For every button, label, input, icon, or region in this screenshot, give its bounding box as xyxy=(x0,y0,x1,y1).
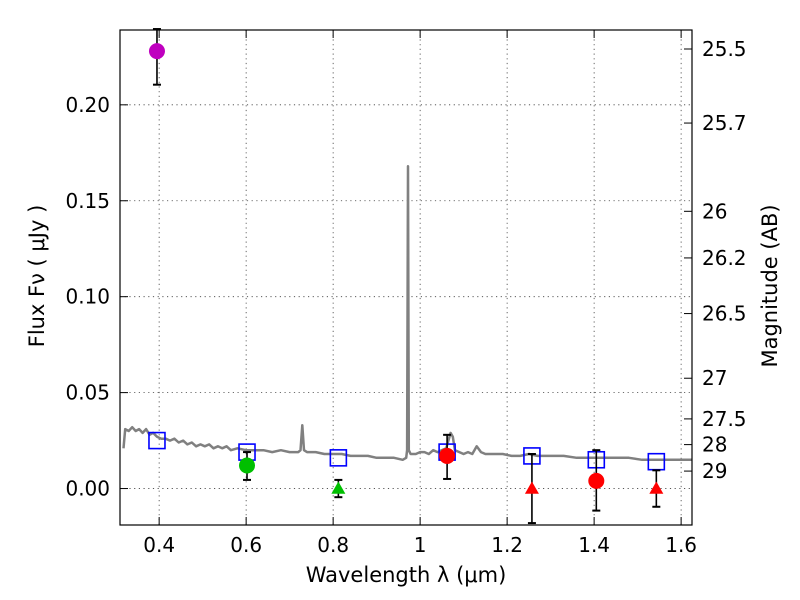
y-axis-label-left: Flux Fν ( μJy ) xyxy=(25,205,49,348)
mag-tick-label-5: 27 xyxy=(702,366,727,390)
detection-point-3 xyxy=(588,472,605,489)
mag-tick-label-8: 29 xyxy=(702,459,727,483)
y-tick-label-2: 0.10 xyxy=(65,285,110,309)
x-axis-label: Wavelength λ (μm) xyxy=(306,563,507,587)
y-tick-label-3: 0.15 xyxy=(65,189,110,213)
y-tick-label-0: 0.00 xyxy=(65,477,110,501)
mag-tick-label-3: 26.2 xyxy=(702,246,747,270)
y-tick-label-4: 0.20 xyxy=(65,93,110,117)
mag-tick-label-6: 27.5 xyxy=(702,407,747,431)
y-tick-label-1: 0.05 xyxy=(65,381,110,405)
mag-tick-label-1: 25.7 xyxy=(702,111,747,135)
model-spectrum xyxy=(122,164,692,462)
model-photometry-box-2 xyxy=(329,449,348,467)
y-axis-label-right: Magnitude (AB) xyxy=(758,204,782,367)
x-tick-label-0: 0.4 xyxy=(143,533,175,557)
upper-limit-triangle-0 xyxy=(331,481,346,494)
model-photometry-box-6 xyxy=(647,452,666,471)
ticks: 0.4 0.6 0.8 1 1.2 1.4 1.6 0.00 0.05 0.10 0.15 0.20 2… xyxy=(65,30,747,557)
x-tick-label-2: 0.8 xyxy=(317,533,349,557)
upper-limit-triangle-2 xyxy=(649,481,664,494)
x-tick-label-1: 0.6 xyxy=(230,533,262,557)
model-photometry-box-0 xyxy=(148,431,166,450)
mag-tick-label-4: 26.5 xyxy=(702,302,747,326)
detection-point-2 xyxy=(439,447,456,464)
axes xyxy=(119,29,693,526)
upper-limit-triangle-1 xyxy=(524,481,539,494)
mag-tick-label-7: 28 xyxy=(702,433,727,457)
detection-point-1 xyxy=(239,457,256,474)
x-tick-label-4: 1.2 xyxy=(491,533,523,557)
photometry-markers xyxy=(148,28,666,525)
mag-tick-label-2: 26 xyxy=(702,199,727,223)
model-spectrum-line xyxy=(122,164,692,462)
x-tick-label-5: 1.4 xyxy=(578,533,610,557)
x-tick-label-3: 1 xyxy=(414,533,427,557)
plot-frame xyxy=(119,29,693,526)
mag-tick-label-0: 25.5 xyxy=(702,37,747,61)
detection-point-0 xyxy=(148,43,165,60)
x-tick-label-6: 1.6 xyxy=(665,533,697,557)
